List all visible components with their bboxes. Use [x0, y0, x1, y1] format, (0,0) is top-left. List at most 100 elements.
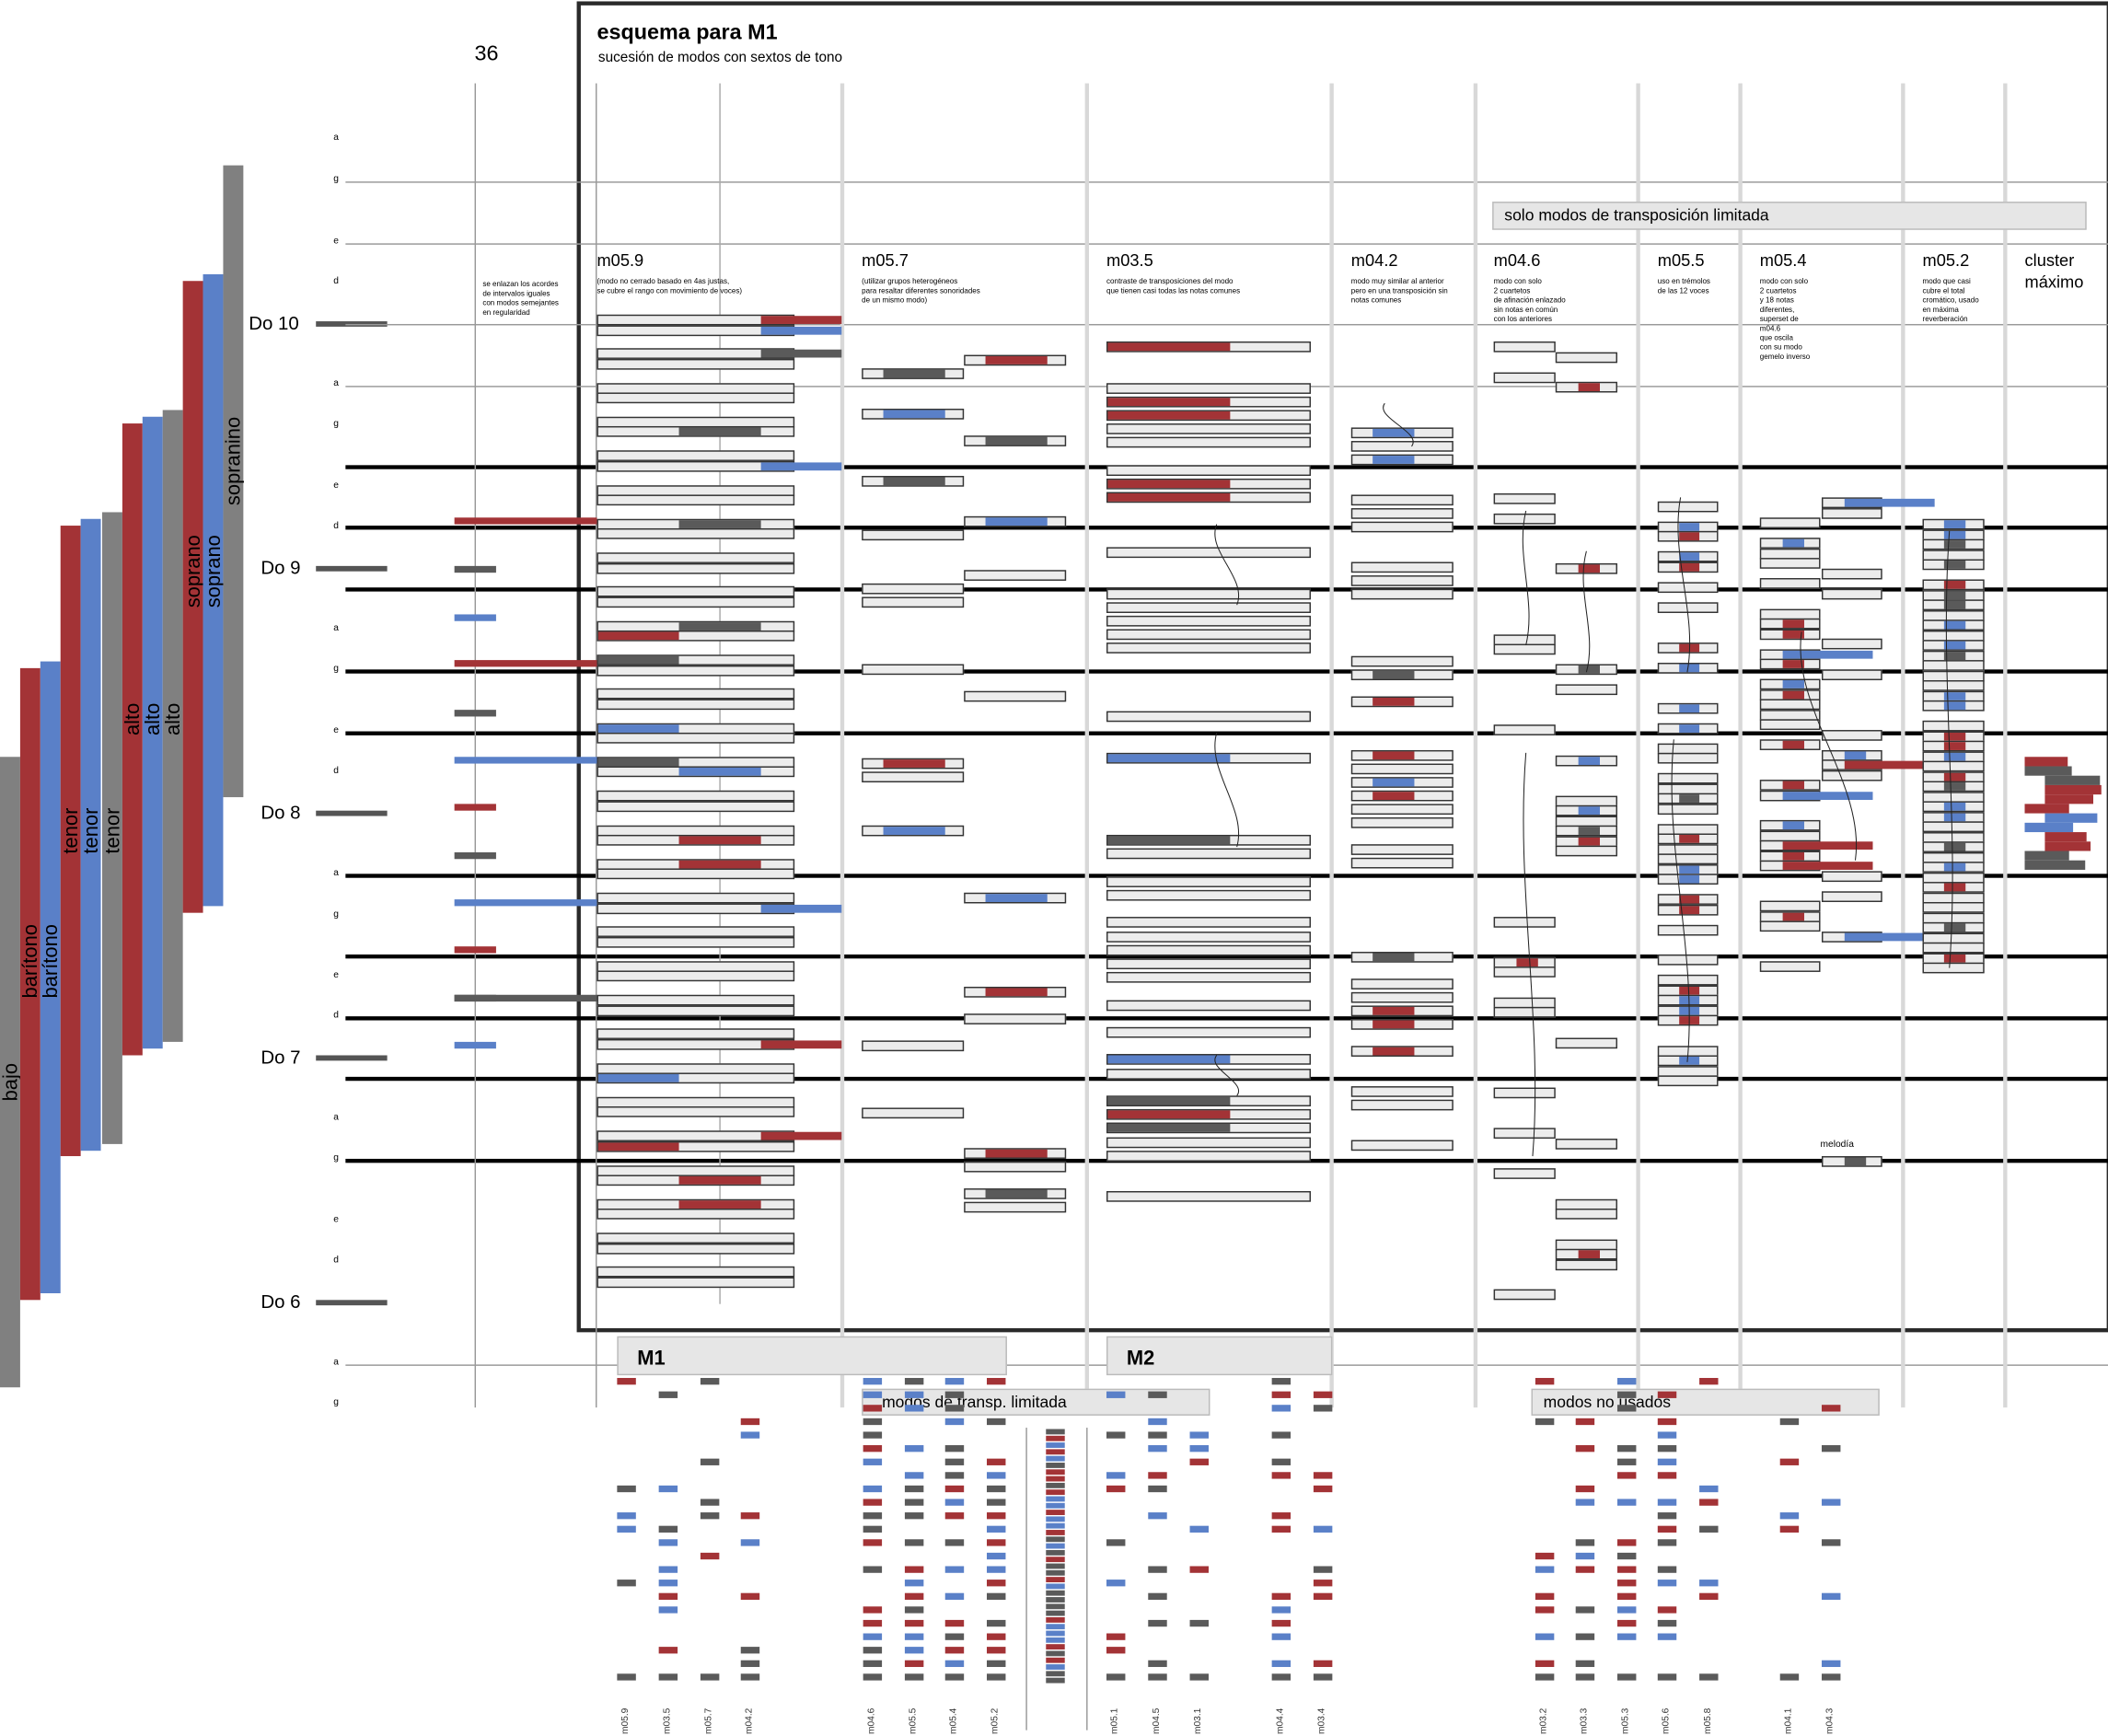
mode-note-bar [1555, 381, 1617, 393]
mode-note-bar [1350, 763, 1454, 775]
catalog-note [1148, 1431, 1167, 1439]
catalog-note [1699, 1673, 1719, 1681]
mode-note-bar [1759, 961, 1821, 972]
mode-note-bar [596, 834, 795, 846]
catalog-note [944, 1472, 965, 1479]
catalog-note [987, 1525, 1006, 1533]
note-label: d [333, 1256, 339, 1266]
mode-note-bar [596, 596, 795, 608]
voice-highlight [883, 759, 945, 768]
mode-note-bar [596, 1267, 795, 1279]
catalog-label: m03.5 [663, 1707, 673, 1735]
catalog-note [1046, 1530, 1065, 1535]
mode-note-bar [596, 382, 795, 394]
mode-note-bar [596, 699, 795, 710]
mode-note-bar [1106, 875, 1311, 887]
catalog-note [1046, 1496, 1065, 1502]
mode-note-bar [596, 1164, 795, 1176]
mode-note-bar [1759, 739, 1821, 750]
catalog-label: m03.4 [1317, 1707, 1327, 1735]
catalog-note [1046, 1536, 1065, 1543]
voice-highlight [1373, 751, 1414, 760]
mode-note-bar [1350, 991, 1454, 1003]
column-title: m05.7 [862, 251, 909, 271]
catalog-note [1046, 1650, 1065, 1657]
mode-note-bar [964, 1201, 1067, 1213]
voice-highlight [1944, 620, 1965, 630]
catalog-label: m05.7 [704, 1707, 714, 1735]
mode-note-bar [596, 801, 795, 812]
catalog-note [1148, 1391, 1167, 1398]
voice-leading-line [1945, 530, 1953, 968]
mode-note-bar [1657, 924, 1719, 935]
mode-note-bar [1821, 507, 1882, 519]
catalog-note [1106, 1391, 1126, 1398]
voice-highlight [1107, 1110, 1231, 1119]
mode-note-bar [1657, 954, 1719, 966]
mode-note-bar [1922, 791, 1985, 803]
note-label: g [333, 1153, 339, 1163]
catalog-note [1616, 1633, 1637, 1640]
voice-highlight [759, 461, 841, 470]
mode-note-bar [1555, 845, 1617, 857]
catalog-note [1821, 1673, 1841, 1681]
section-m1-label: M1 [637, 1347, 666, 1371]
catalog-note [1046, 1677, 1065, 1684]
voice-highlight [1578, 837, 1601, 845]
voice-highlight [1107, 754, 1231, 763]
mode-note-bar [1922, 952, 1985, 964]
catalog-note [904, 1633, 924, 1640]
mode-note-bar [1657, 853, 1719, 865]
catalog-note [1046, 1449, 1065, 1455]
mode-note-bar [1759, 860, 1873, 872]
catalog-note [1046, 1482, 1065, 1488]
voice-highlight [1782, 911, 1804, 920]
mode-note-bar [596, 960, 795, 972]
catalog-note [944, 1378, 965, 1385]
voice-highlight [1944, 862, 1965, 872]
mode-note-bar [596, 1004, 795, 1016]
catalog-note [1616, 1673, 1637, 1681]
catalog-note [944, 1566, 965, 1573]
catalog-note [1779, 1673, 1800, 1681]
mode-note-bar [1106, 1123, 1311, 1134]
mode-note-bar [1350, 1086, 1454, 1097]
voice-highlight [759, 316, 841, 324]
mode-note-bar [1350, 441, 1454, 452]
catalog-label: m05.6 [1662, 1707, 1672, 1735]
catalog-note [987, 1660, 1006, 1668]
voice-highlight [1373, 456, 1414, 464]
mode-note-bar [1759, 618, 1821, 630]
mode-note-bar [1106, 478, 1311, 490]
voice-highlight [1373, 428, 1414, 437]
mode-note-bar [1922, 750, 1985, 762]
mode-note-bar [964, 892, 1067, 904]
mode-note-bar [1106, 341, 1311, 353]
mode-note-bar [1657, 823, 1719, 835]
catalog-note [987, 1539, 1006, 1546]
catalog-note [1106, 1539, 1126, 1546]
catalog-note [740, 1647, 760, 1654]
octave-line [345, 731, 2108, 735]
mode-note-bar [1922, 831, 1985, 843]
catalog-note [1535, 1552, 1555, 1560]
voice-highlight [1578, 806, 1601, 816]
catalog-note [1189, 1431, 1209, 1439]
octave-marker [316, 1300, 388, 1306]
mode-note-bar [1106, 944, 1311, 956]
mode-note-bar [1821, 770, 1882, 781]
catalog-note [1575, 1673, 1595, 1681]
mode-note-bar [1350, 1046, 1454, 1057]
catalog-note [1148, 1619, 1167, 1627]
mode-note-bar [1555, 815, 1617, 827]
mode-note-bar [596, 733, 795, 744]
catalog-note [863, 1431, 883, 1439]
catalog-note [863, 1499, 883, 1506]
catalog-note [1046, 1435, 1065, 1441]
catalog-note [904, 1673, 924, 1681]
section-limited-label: modos de transp. limitada [882, 1393, 1067, 1412]
mode-note-bar [1657, 742, 1719, 754]
mode-note-bar [1106, 382, 1311, 394]
catalog-note [1148, 1485, 1167, 1493]
catalog-note [863, 1660, 883, 1668]
